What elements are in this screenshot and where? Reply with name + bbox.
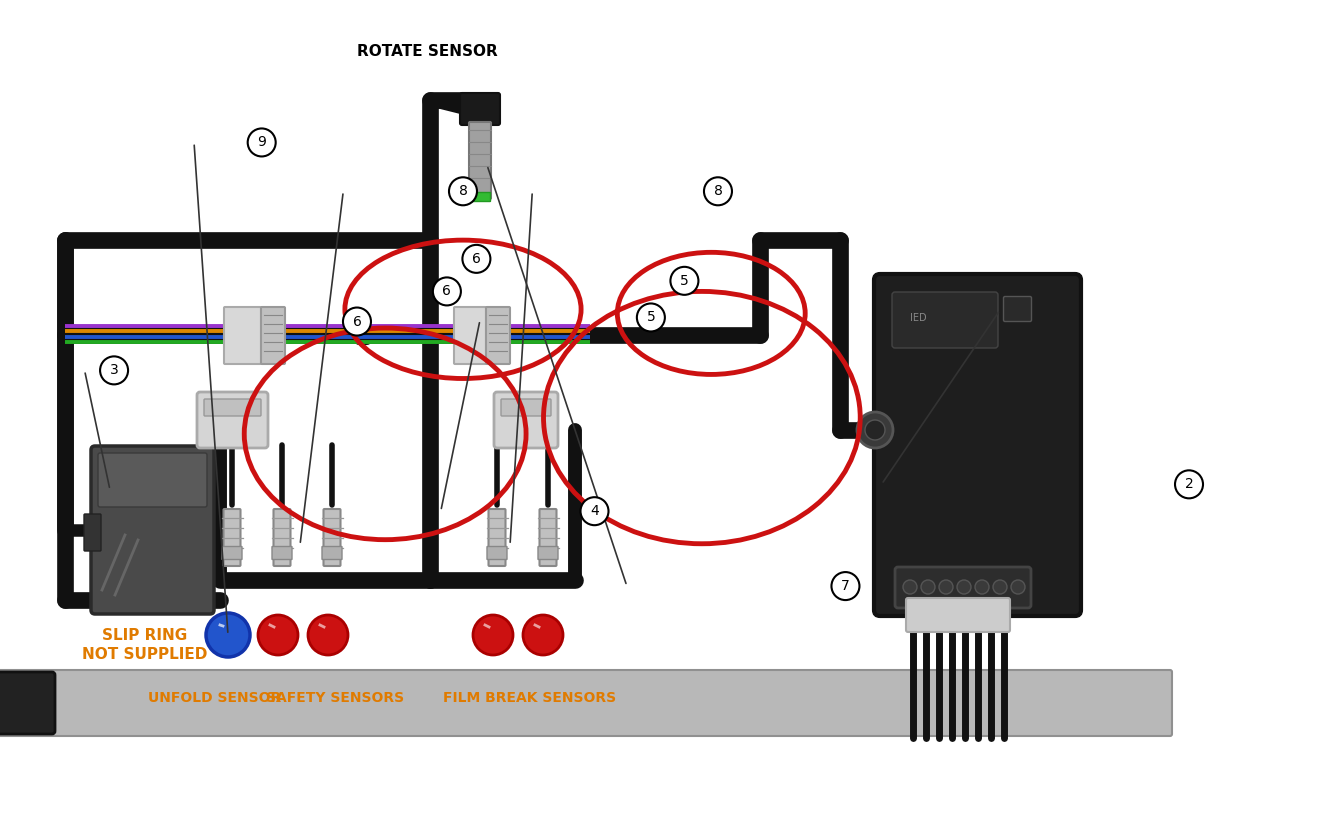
Circle shape	[858, 412, 892, 448]
Text: FILM BREAK SENSORS: FILM BREAK SENSORS	[443, 691, 616, 705]
Circle shape	[309, 615, 348, 655]
FancyBboxPatch shape	[906, 598, 1011, 632]
Circle shape	[433, 278, 460, 305]
Text: 6: 6	[443, 284, 451, 299]
FancyBboxPatch shape	[539, 509, 557, 566]
Text: 9: 9	[258, 135, 266, 150]
Circle shape	[637, 304, 664, 331]
Text: 7: 7	[841, 579, 849, 593]
FancyBboxPatch shape	[260, 307, 285, 364]
Circle shape	[248, 129, 275, 156]
FancyBboxPatch shape	[470, 192, 490, 202]
Circle shape	[101, 357, 127, 384]
FancyBboxPatch shape	[895, 567, 1031, 608]
Text: 8: 8	[459, 184, 467, 199]
Circle shape	[463, 245, 490, 273]
Circle shape	[976, 580, 989, 594]
Text: 2: 2	[1185, 477, 1193, 492]
Circle shape	[705, 177, 731, 205]
FancyBboxPatch shape	[488, 509, 506, 566]
FancyBboxPatch shape	[538, 546, 558, 559]
Text: 5: 5	[647, 310, 655, 325]
FancyBboxPatch shape	[197, 392, 268, 448]
FancyBboxPatch shape	[0, 672, 55, 734]
Text: 6: 6	[472, 252, 480, 266]
FancyBboxPatch shape	[1004, 296, 1032, 322]
Text: IED: IED	[910, 313, 926, 323]
Circle shape	[866, 420, 884, 440]
Circle shape	[207, 613, 250, 657]
Circle shape	[450, 177, 476, 205]
FancyBboxPatch shape	[454, 307, 486, 364]
FancyBboxPatch shape	[892, 292, 998, 348]
FancyBboxPatch shape	[494, 392, 558, 448]
FancyBboxPatch shape	[323, 509, 341, 566]
FancyBboxPatch shape	[460, 93, 501, 125]
Circle shape	[921, 580, 935, 594]
Circle shape	[832, 572, 859, 600]
FancyBboxPatch shape	[98, 453, 207, 507]
FancyBboxPatch shape	[224, 509, 240, 566]
Circle shape	[1011, 580, 1025, 594]
Text: 3: 3	[110, 363, 118, 378]
FancyBboxPatch shape	[204, 399, 260, 416]
Circle shape	[581, 497, 608, 525]
Circle shape	[472, 615, 513, 655]
Circle shape	[939, 580, 953, 594]
FancyBboxPatch shape	[501, 399, 552, 416]
Circle shape	[1176, 470, 1202, 498]
Text: 8: 8	[714, 184, 722, 199]
FancyBboxPatch shape	[221, 546, 242, 559]
Text: 4: 4	[590, 504, 599, 519]
FancyBboxPatch shape	[272, 546, 293, 559]
Text: ROTATE SENSOR: ROTATE SENSOR	[357, 45, 498, 59]
FancyBboxPatch shape	[322, 546, 342, 559]
Circle shape	[957, 580, 972, 594]
FancyBboxPatch shape	[224, 307, 260, 364]
Circle shape	[903, 580, 917, 594]
Circle shape	[523, 615, 564, 655]
FancyBboxPatch shape	[468, 122, 491, 199]
Text: 5: 5	[680, 274, 688, 288]
FancyBboxPatch shape	[91, 446, 213, 614]
FancyBboxPatch shape	[274, 509, 290, 566]
Circle shape	[258, 615, 298, 655]
Circle shape	[344, 308, 370, 335]
Circle shape	[671, 267, 698, 295]
FancyBboxPatch shape	[487, 546, 507, 559]
FancyBboxPatch shape	[486, 307, 510, 364]
FancyBboxPatch shape	[0, 670, 1172, 736]
FancyBboxPatch shape	[85, 514, 101, 551]
Text: 6: 6	[353, 314, 361, 329]
Text: UNFOLD SENSOR: UNFOLD SENSOR	[149, 691, 282, 705]
Text: SLIP RING
NOT SUPPLIED: SLIP RING NOT SUPPLIED	[82, 628, 208, 663]
Text: SAFETY SENSORS: SAFETY SENSORS	[266, 691, 404, 705]
Circle shape	[993, 580, 1006, 594]
FancyBboxPatch shape	[874, 274, 1082, 616]
